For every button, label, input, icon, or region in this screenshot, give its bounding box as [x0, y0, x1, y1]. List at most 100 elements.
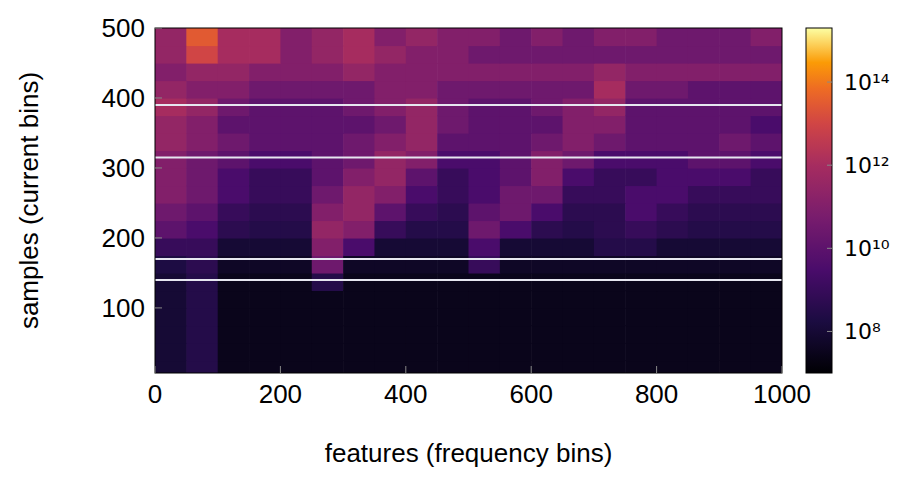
heatmap-cell — [406, 45, 438, 63]
heatmap-cell — [688, 325, 720, 343]
heatmap-cell — [594, 290, 626, 308]
heatmap-cell — [688, 203, 720, 221]
heatmap-cell — [218, 360, 250, 373]
heatmap-cell — [751, 28, 782, 46]
heatmap-cell — [155, 133, 187, 151]
heatmap-cell — [280, 63, 312, 81]
heatmap-cell — [218, 343, 250, 361]
heatmap-cell — [280, 133, 312, 151]
heatmap-cell — [155, 63, 187, 81]
heatmap-cell — [218, 168, 250, 186]
heatmap-cell — [406, 63, 438, 81]
y-tick — [155, 307, 162, 308]
heatmap-cell — [657, 63, 689, 81]
heatmap-cell — [751, 115, 782, 133]
x-tick — [782, 366, 783, 373]
heatmap-cell — [594, 360, 626, 373]
heatmap-cell — [500, 308, 532, 326]
x-tick-label: 0 — [148, 379, 162, 409]
heatmap-cell — [186, 220, 218, 238]
heatmap-cell — [249, 63, 281, 81]
heatmap-cell — [500, 150, 532, 168]
reference-line — [155, 279, 782, 281]
heatmap-cell — [155, 168, 187, 186]
heatmap-cell — [343, 28, 375, 46]
heatmap-cell — [563, 203, 595, 221]
heatmap-cell — [280, 45, 312, 63]
heatmap-cell — [374, 98, 406, 116]
heatmap-cell — [218, 203, 250, 221]
heatmap-cell — [563, 220, 595, 238]
heatmap-cell — [719, 360, 751, 373]
heatmap-cell — [719, 45, 751, 63]
heatmap-cell — [751, 168, 782, 186]
heatmap-cell — [374, 80, 406, 98]
heatmap-cell — [688, 290, 720, 308]
heatmap-cell — [374, 133, 406, 151]
heatmap-cell — [186, 308, 218, 326]
heatmap-cell — [186, 98, 218, 116]
heatmap-cell — [343, 133, 375, 151]
heatmap-cell — [594, 150, 626, 168]
heatmap-cell — [312, 325, 344, 343]
heatmap-cell — [751, 343, 782, 361]
heatmap-cell — [563, 273, 595, 291]
heatmap-cell — [155, 360, 187, 373]
heatmap-cell — [312, 343, 344, 361]
heatmap-cell — [218, 133, 250, 151]
heatmap-cell — [186, 185, 218, 203]
reference-line — [155, 104, 782, 106]
y-tick-label: 400 — [102, 83, 145, 113]
heatmap-cell — [406, 220, 438, 238]
heatmap-cell — [657, 290, 689, 308]
heatmap-cell — [374, 325, 406, 343]
heatmap-cell — [719, 115, 751, 133]
heatmap-cell — [531, 133, 563, 151]
heatmap-cell — [594, 343, 626, 361]
heatmap-cell — [155, 150, 187, 168]
heatmap-cell — [437, 203, 469, 221]
heatmap-cell — [249, 98, 281, 116]
heatmap-cell — [751, 238, 782, 256]
heatmap-cell — [500, 28, 532, 46]
heatmap-cell — [374, 63, 406, 81]
heatmap-cell — [374, 115, 406, 133]
heatmap-cell — [437, 28, 469, 46]
heatmap-cell — [625, 308, 657, 326]
heatmap-cell — [657, 98, 689, 116]
heatmap-cell — [657, 203, 689, 221]
heatmap-cell — [469, 238, 501, 256]
heatmap-cell — [688, 238, 720, 256]
heatmap-cell — [312, 98, 344, 116]
x-tick-label: 1000 — [753, 379, 811, 409]
heatmap-cell — [312, 28, 344, 46]
x-tick — [280, 366, 281, 373]
heatmap-cell — [688, 273, 720, 291]
heatmap-cell — [563, 343, 595, 361]
heatmap-cell — [312, 273, 344, 291]
heatmap-cell — [312, 290, 344, 308]
heatmap-cell — [719, 290, 751, 308]
heatmap-cell — [374, 28, 406, 46]
heatmap-cell — [437, 63, 469, 81]
heatmap-cell — [249, 325, 281, 343]
heatmap-cell — [186, 203, 218, 221]
heatmap-cell — [500, 185, 532, 203]
y-tick — [155, 167, 162, 168]
heatmap-cell — [343, 168, 375, 186]
heatmap-cell — [469, 325, 501, 343]
heatmap-cell — [186, 133, 218, 151]
heatmap-cell — [531, 290, 563, 308]
heatmap-cell — [594, 203, 626, 221]
heatmap-cell — [625, 220, 657, 238]
y-axis-title: samples (current bins) — [14, 72, 44, 329]
heatmap-cell — [280, 185, 312, 203]
heatmap-cell — [374, 238, 406, 256]
heatmap-cell — [186, 28, 218, 46]
heatmap-cell — [249, 220, 281, 238]
heatmap-cell — [688, 220, 720, 238]
heatmap-cell — [155, 80, 187, 98]
heatmap-cell — [625, 238, 657, 256]
colorbar — [806, 28, 832, 373]
heatmap-cell — [186, 45, 218, 63]
